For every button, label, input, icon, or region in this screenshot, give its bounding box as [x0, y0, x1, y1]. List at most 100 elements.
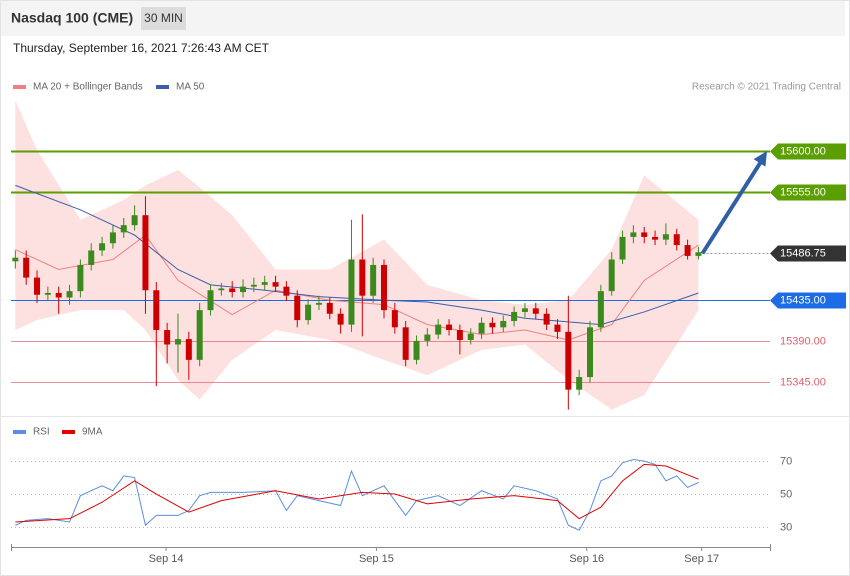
candle-body	[630, 232, 637, 237]
candle-body	[467, 333, 474, 340]
timeframe-badge[interactable]	[141, 7, 186, 30]
timeframe[interactable]: 30 MIN	[144, 11, 183, 25]
candle-body	[587, 327, 594, 378]
candle-body	[261, 282, 268, 285]
candle-body	[521, 308, 528, 312]
candle-body	[55, 292, 62, 298]
candle-body	[23, 257, 30, 278]
candle-body	[673, 234, 680, 246]
candle-body	[142, 215, 149, 291]
legend-label: RSI	[33, 427, 50, 438]
candle-body	[164, 330, 171, 345]
candle-body	[662, 234, 669, 240]
candle-body	[413, 340, 420, 360]
credit: Research © 2021 Trading Central	[692, 82, 841, 93]
y-tick-label: 50	[780, 488, 792, 500]
candle-body	[543, 313, 550, 325]
candle-body	[456, 330, 463, 340]
last-price-label: 15486.75	[780, 247, 826, 259]
candle-body	[446, 324, 453, 331]
candle-body	[359, 259, 366, 296]
legend-label: MA 50	[176, 82, 205, 93]
candle-body	[337, 313, 344, 325]
candle-body	[315, 302, 322, 305]
legend-swatch	[13, 85, 26, 89]
candle-body	[326, 302, 333, 314]
candle-body	[500, 320, 507, 328]
candle-body	[12, 257, 19, 262]
candle-body	[240, 286, 247, 293]
x-tick-label: Sep 15	[359, 553, 394, 565]
candle-body	[391, 310, 398, 328]
candle-body	[695, 252, 702, 256]
level-tag	[770, 184, 846, 201]
price-panel: MA 20 + Bollinger Bands MA 50 15600.00 1555…	[11, 82, 846, 410]
candle-body	[532, 308, 539, 314]
candle-body	[597, 291, 604, 328]
legend-swatch	[156, 85, 169, 89]
candle-body	[435, 324, 442, 335]
candle-body	[380, 264, 387, 311]
level-label: 15435.00	[780, 294, 826, 306]
candle-body	[66, 291, 73, 298]
legend-label: 9MA	[82, 427, 103, 438]
candle-body	[511, 311, 518, 321]
legend-swatch	[62, 430, 75, 434]
legend-swatch	[13, 430, 26, 434]
candle-body	[641, 232, 648, 237]
level-tag	[770, 143, 846, 160]
candle-body	[402, 327, 409, 360]
candle-body	[608, 259, 615, 292]
bollinger-band	[15, 100, 699, 410]
candle-body	[424, 334, 431, 341]
level-label: 15345.00	[780, 376, 826, 388]
candle-body	[109, 232, 116, 244]
x-tick-label: Sep 14	[149, 553, 184, 565]
candle-body	[283, 286, 290, 296]
arrow-head	[753, 151, 767, 167]
candle-body	[652, 236, 659, 240]
candle-body	[44, 292, 51, 295]
candle-body	[153, 290, 160, 331]
candle-body	[348, 259, 355, 325]
legend-label: MA 20 + Bollinger Bands	[33, 82, 143, 93]
candle-body	[185, 339, 192, 360]
y-tick-label: 70	[780, 455, 792, 467]
candle-body	[99, 243, 106, 251]
x-tick-label: Sep 17	[684, 553, 719, 565]
candle-body	[120, 225, 127, 233]
candle-body	[554, 324, 561, 332]
level-label: 15390.00	[780, 335, 826, 347]
candle-body	[88, 250, 95, 265]
date: Thursday, September 16, 2021 7:26:43 AM …	[13, 41, 270, 55]
rsi-panel: RSI 9MA 30 50 70 Sep 14 Sep 15 Sep 16 Sep 17	[11, 427, 792, 565]
candle-body	[229, 288, 236, 293]
candle-body	[478, 322, 485, 334]
last-price-tag	[770, 245, 846, 262]
candle-body	[294, 295, 301, 321]
candle-body	[619, 236, 626, 260]
instrument-title: Nasdaq 100 (CME)	[11, 10, 133, 26]
candle-body	[272, 282, 279, 287]
candle-body	[250, 284, 257, 287]
candle-body	[489, 322, 496, 328]
candle-body	[131, 215, 138, 226]
target-arrow	[700, 158, 764, 255]
x-tick-label: Sep 16	[569, 553, 604, 565]
candle-body	[565, 331, 572, 390]
level-label: 15600.00	[780, 145, 826, 157]
candle-body	[207, 290, 214, 311]
candle-body	[370, 264, 377, 296]
candle-body	[77, 264, 84, 292]
rsi-line	[15, 458, 699, 531]
candle-body	[218, 288, 225, 291]
candle-body	[196, 310, 203, 360]
candle-body	[576, 377, 583, 390]
candle-body	[684, 245, 691, 256]
level-tag	[770, 292, 846, 309]
candle-body	[305, 304, 312, 321]
y-tick-label: 30	[780, 521, 792, 533]
candle-body	[34, 277, 41, 295]
candle-body	[174, 339, 181, 345]
